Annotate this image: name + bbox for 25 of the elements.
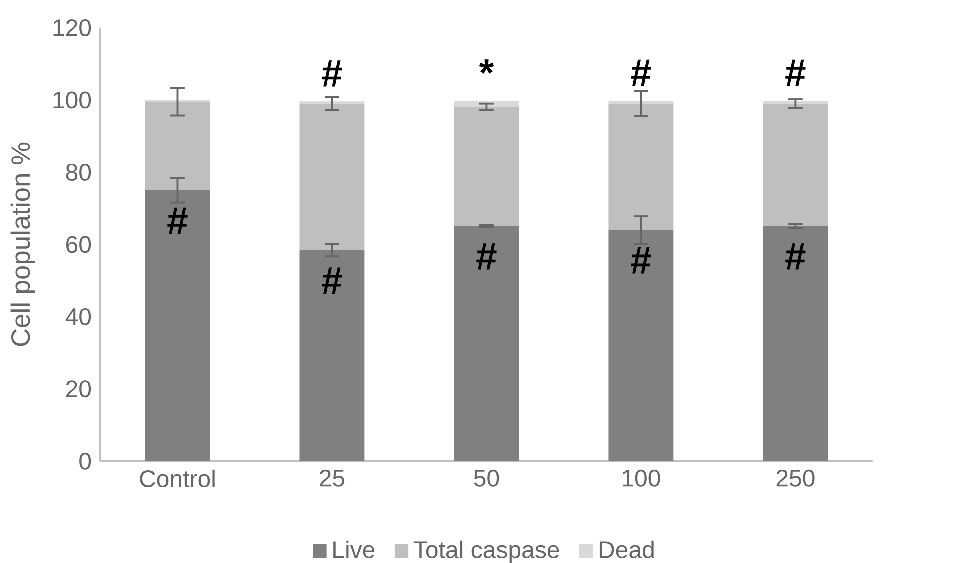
x-tick-label: 250 bbox=[776, 470, 815, 487]
x-tick-label: 50 bbox=[474, 470, 500, 487]
y-axis-title: Cell population % bbox=[10, 142, 36, 346]
y-tick-label: 60 bbox=[66, 236, 92, 254]
y-tick-label: 20 bbox=[66, 380, 92, 398]
annotation: # bbox=[631, 247, 652, 274]
annotation: # bbox=[322, 60, 342, 87]
annotation: # bbox=[168, 208, 188, 234]
x-tick-label: Control bbox=[140, 470, 215, 488]
y-tick-label: 100 bbox=[54, 92, 92, 109]
y-tick-label: 40 bbox=[66, 308, 92, 326]
y-tick-label: 80 bbox=[66, 164, 92, 181]
annotation: # bbox=[322, 268, 342, 294]
y-tick-label: 120 bbox=[54, 19, 92, 36]
annotation: * bbox=[479, 59, 494, 74]
legend-label: Live bbox=[334, 540, 375, 558]
annotation: # bbox=[631, 60, 652, 86]
legend-label: Total caspase bbox=[414, 540, 560, 563]
x-tick-label: 100 bbox=[622, 470, 660, 487]
y-tick-label: 0 bbox=[80, 452, 92, 470]
legend-label: Dead bbox=[600, 540, 654, 558]
annotation: # bbox=[786, 60, 806, 86]
annotation: # bbox=[476, 243, 497, 270]
annotation: # bbox=[786, 243, 806, 270]
x-tick-label: 25 bbox=[320, 470, 345, 487]
